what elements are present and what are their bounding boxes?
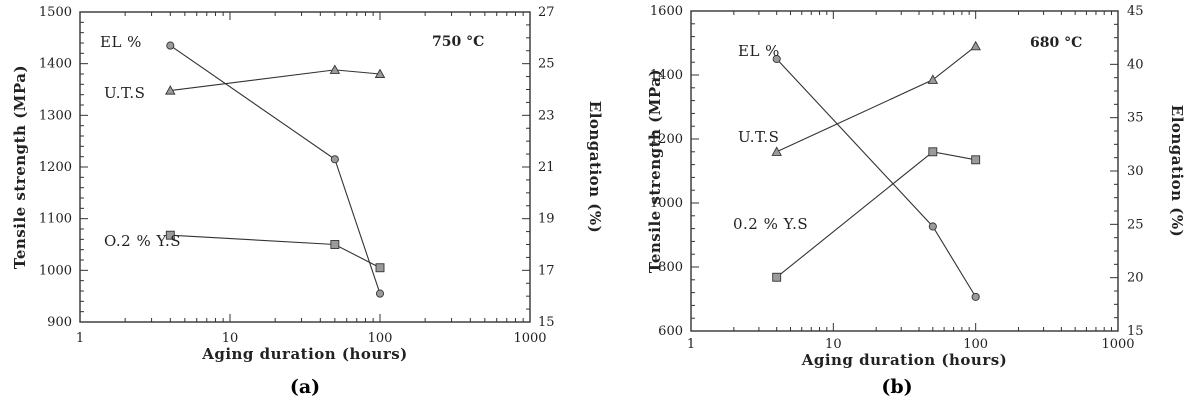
data-point-circle xyxy=(375,289,385,298)
data-point-triangle xyxy=(329,64,341,74)
y-left-tick-label: 1500 xyxy=(39,5,72,20)
x-tick-label: 1 xyxy=(76,331,84,346)
y-left-tick-label: 1400 xyxy=(650,68,683,83)
temperature-label: 750 °C xyxy=(432,34,484,50)
data-point-triangle xyxy=(165,85,176,95)
y-left-tick-label: 1000 xyxy=(650,196,683,211)
y-left-tick-label: 1600 xyxy=(650,4,683,19)
y-left-tick-label: 1400 xyxy=(39,57,72,72)
x-tick-label: 1000 xyxy=(513,331,546,346)
y-left-tick-label: 1000 xyxy=(39,263,72,278)
data-point-triangle xyxy=(374,68,386,79)
panel-caption: (a) xyxy=(290,376,320,398)
y-left-tick-label: 600 xyxy=(658,324,683,339)
data-point-square xyxy=(928,147,938,157)
x-tick-label: 10 xyxy=(825,337,842,352)
x-tick-label: 1 xyxy=(687,337,695,352)
series-line-square xyxy=(170,234,381,269)
temperature-label: 680 °C xyxy=(1030,35,1082,51)
data-point-square xyxy=(971,155,981,165)
y-right-tick-label: 35 xyxy=(1127,111,1144,126)
x-axis-title: Aging duration (hours) xyxy=(201,345,408,363)
data-point-square xyxy=(772,272,782,282)
y-left-tick-label: 900 xyxy=(47,315,72,330)
series-label: U.T.S xyxy=(104,84,145,102)
chart-panel-a: 1 10 100 1000 900 1000 1100 1200 1300 1400 1500 15 1… xyxy=(11,5,604,398)
data-point-triangle xyxy=(970,40,981,51)
data-point-square xyxy=(165,230,175,240)
y-right-tick-label: 23 xyxy=(538,108,555,123)
y-left-tick-label: 800 xyxy=(658,260,683,275)
y-right-axis-title: Elongation (%) xyxy=(1168,105,1186,237)
series-label: EL % xyxy=(738,42,780,60)
y-right-tick-label: 20 xyxy=(1127,271,1144,286)
y-right-tick-label: 15 xyxy=(538,315,555,330)
data-point-triangle xyxy=(927,74,939,84)
y-left-tick-label: 1300 xyxy=(39,108,72,123)
y-right-tick-label: 40 xyxy=(1127,57,1144,72)
data-point-square xyxy=(375,263,385,273)
y-left-tick-label: 1200 xyxy=(39,160,72,175)
series-line-circle xyxy=(169,45,381,294)
y-right-tick-label: 15 xyxy=(1127,324,1144,339)
series-line-triangle xyxy=(776,45,977,153)
data-point-circle xyxy=(166,41,175,50)
y-right-tick-label: 30 xyxy=(1127,164,1144,179)
y-right-tick-label: 19 xyxy=(538,212,555,227)
x-tick-label: 100 xyxy=(963,337,988,352)
x-tick-label: 1000 xyxy=(1101,337,1134,352)
y-right-tick-label: 45 xyxy=(1127,4,1144,19)
x-tick-label: 100 xyxy=(368,331,393,346)
data-point-square xyxy=(330,240,340,249)
chart-panel-b: 1 10 100 1000 600 800 1000 1200 1400 1600 15 20 25 30… xyxy=(646,4,1186,398)
series-label: O.2 % Y.S xyxy=(104,232,181,250)
y-left-tick-label: 1100 xyxy=(39,212,72,227)
y-right-tick-label: 25 xyxy=(1127,217,1144,232)
panel-caption: (b) xyxy=(881,376,912,398)
y-right-axis-title: Elongation (%) xyxy=(586,101,604,233)
y-right-tick-label: 25 xyxy=(538,57,555,72)
data-point-triangle xyxy=(771,146,782,156)
y-right-tick-label: 17 xyxy=(538,263,555,278)
plot-frame xyxy=(79,11,531,323)
series-label: EL % xyxy=(100,33,142,51)
y-right-tick-label: 27 xyxy=(538,5,555,20)
data-point-circle xyxy=(330,155,339,164)
data-point-circle xyxy=(928,222,937,231)
data-point-circle xyxy=(772,54,781,64)
y-left-axis-title: Tensile strength (MPa) xyxy=(646,69,664,273)
data-point-circle xyxy=(971,292,980,301)
y-left-axis-title: Tensile strength (MPa) xyxy=(11,65,29,269)
x-axis-title: Aging duration (hours) xyxy=(801,351,1008,369)
y-right-tick-label: 21 xyxy=(538,160,555,175)
x-tick-label: 10 xyxy=(222,331,239,346)
series-label: U.T.S xyxy=(738,128,779,146)
series-line-triangle xyxy=(170,69,381,92)
y-left-tick-label: 1200 xyxy=(650,132,683,147)
series-label: 0.2 % Y.S xyxy=(733,215,808,233)
series-line-circle xyxy=(776,58,977,298)
